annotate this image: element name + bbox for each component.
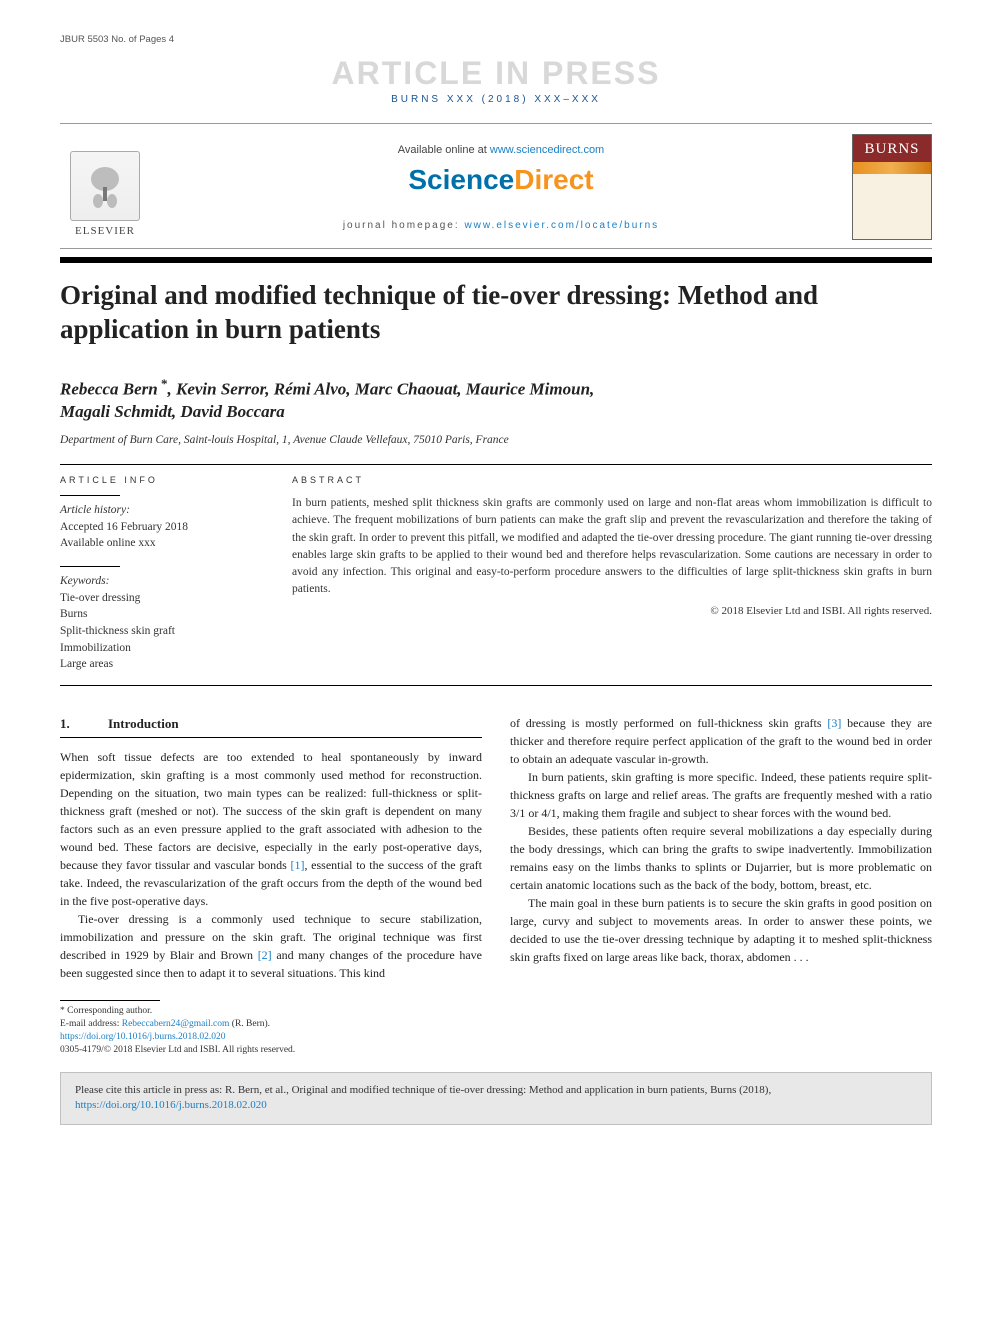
section-number: 1. (60, 714, 108, 734)
citebox-doi-link[interactable]: https://doi.org/10.1016/j.burns.2018.02.… (75, 1099, 267, 1111)
history-label: Article history: (60, 502, 276, 519)
author: Rebecca Bern (60, 379, 158, 398)
citation-link[interactable]: [2] (258, 948, 272, 962)
elsevier-label: ELSEVIER (75, 225, 135, 237)
column-left: 1.Introduction When soft tissue defects … (60, 714, 482, 1058)
keyword: Tie-over dressing (60, 590, 276, 607)
article-title: Original and modified technique of tie-o… (60, 279, 932, 347)
keywords-block: Keywords: Tie-over dressing Burns Split-… (60, 573, 276, 673)
paragraph: In burn patients, skin grafting is more … (510, 768, 932, 822)
keyword: Immobilization (60, 640, 276, 657)
article-meta-row: ARTICLE INFO Article history: Accepted 1… (60, 464, 932, 686)
abstract-text: In burn patients, meshed split thickness… (292, 495, 932, 599)
issn-copyright: 0305-4179/© 2018 Elsevier Ltd and ISBI. … (60, 1044, 482, 1057)
email-link[interactable]: Rebeccabern24@gmail.com (122, 1019, 230, 1029)
column-right: of dressing is mostly performed on full-… (510, 714, 932, 1058)
doi-link[interactable]: https://doi.org/10.1016/j.burns.2018.02.… (60, 1031, 482, 1044)
email-line: E-mail address: Rebeccabern24@gmail.com … (60, 1018, 482, 1031)
header-center: Available online at www.sciencedirect.co… (150, 144, 852, 231)
available-online: Available online at www.sciencedirect.co… (150, 144, 852, 156)
article-in-press-watermark: ARTICLE IN PRESS (60, 55, 932, 92)
available-online-date: Available online xxx (60, 535, 276, 552)
elsevier-tree-icon (70, 151, 140, 221)
keyword: Large areas (60, 656, 276, 673)
paragraph: of dressing is mostly performed on full-… (510, 714, 932, 768)
journal-cover: BURNS (852, 134, 932, 240)
journal-homepage: journal homepage: www.elsevier.com/locat… (150, 220, 852, 231)
citation-line: BURNS XXX (2018) XXX–XXX (60, 94, 932, 105)
abstract: ABSTRACT In burn patients, meshed split … (292, 465, 932, 685)
running-header: JBUR 5503 No. of Pages 4 (60, 34, 932, 45)
section-title: Introduction (108, 716, 179, 731)
meta-rule (60, 566, 120, 567)
journal-cover-band (853, 162, 931, 174)
affiliation: Department of Burn Care, Saint-louis Hos… (60, 434, 932, 446)
footnote-rule (60, 1000, 160, 1001)
body-columns: 1.Introduction When soft tissue defects … (60, 714, 932, 1058)
paragraph: When soft tissue defects are too extende… (60, 748, 482, 910)
keyword: Burns (60, 606, 276, 623)
sciencedirect-link[interactable]: www.sciencedirect.com (490, 144, 604, 156)
author: Magali Schmidt, David Boccara (60, 402, 285, 421)
meta-rule (60, 495, 120, 496)
abstract-heading: ABSTRACT (292, 475, 932, 485)
section-heading: 1.Introduction (60, 714, 482, 738)
abstract-copyright: © 2018 Elsevier Ltd and ISBI. All rights… (292, 605, 932, 617)
accepted-date: Accepted 16 February 2018 (60, 519, 276, 536)
elsevier-logo: ELSEVIER (60, 137, 150, 237)
paragraph: The main goal in these burn patients is … (510, 894, 932, 966)
citation-link[interactable]: [3] (827, 716, 841, 730)
citation-link[interactable]: [1] (290, 858, 304, 872)
journal-header: ELSEVIER Available online at www.science… (60, 123, 932, 249)
article-info-heading: ARTICLE INFO (60, 475, 276, 485)
article-info: ARTICLE INFO Article history: Accepted 1… (60, 465, 292, 685)
homepage-link[interactable]: www.elsevier.com/locate/burns (464, 220, 659, 231)
journal-cover-body (853, 174, 931, 239)
corresponding-author: * Corresponding author. (60, 1005, 482, 1018)
running-header-left: JBUR 5503 No. of Pages 4 (60, 34, 174, 45)
title-rule (60, 257, 932, 263)
article-history: Article history: Accepted 16 February 20… (60, 502, 276, 552)
keywords-label: Keywords: (60, 573, 276, 590)
author: , Kevin Serror, Rémi Alvo, Marc Chaouat,… (167, 379, 594, 398)
keyword: Split-thickness skin graft (60, 623, 276, 640)
footnotes: * Corresponding author. E-mail address: … (60, 1005, 482, 1058)
paragraph: Besides, these patients often require se… (510, 822, 932, 894)
authors: Rebecca Bern *, Kevin Serror, Rémi Alvo,… (60, 375, 932, 425)
cite-this-article-box: Please cite this article in press as: R.… (60, 1072, 932, 1125)
journal-cover-title: BURNS (864, 141, 919, 158)
sciencedirect-logo: ScienceDirect (150, 164, 852, 196)
paragraph: Tie-over dressing is a commonly used tec… (60, 910, 482, 982)
